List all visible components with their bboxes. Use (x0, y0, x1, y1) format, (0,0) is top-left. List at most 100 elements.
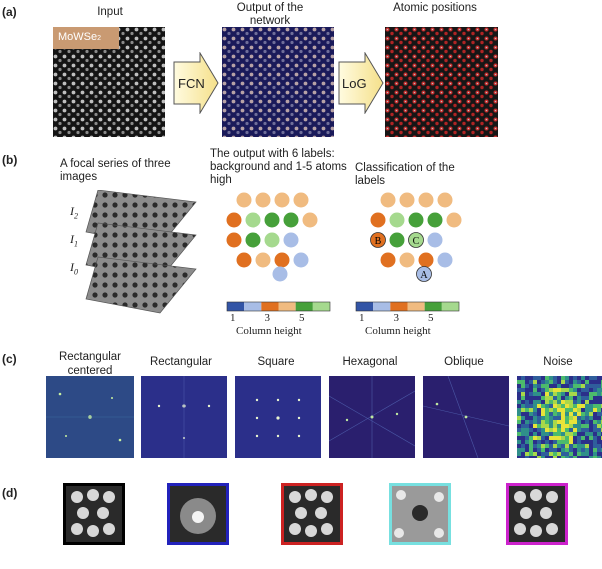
colorbar-output (226, 301, 331, 312)
class-marker-ring (416, 266, 432, 282)
height-dot (245, 212, 261, 228)
stack-layer-0 (85, 256, 197, 314)
height-dot (389, 212, 405, 228)
colorbar-segment (295, 302, 313, 311)
atomic-positions-image (385, 27, 498, 137)
motif-tile-0 (63, 483, 125, 545)
motif-tile-3 (389, 483, 451, 545)
height-dot (274, 252, 290, 268)
colorbar-segment (356, 302, 374, 311)
colorbar-segment (312, 302, 330, 311)
fft-hexagonal (329, 376, 415, 458)
colorbar-segment (373, 302, 391, 311)
height-dot (380, 252, 396, 268)
output-caption: The output with 6 labels: background and… (210, 148, 347, 186)
height-dot (245, 232, 261, 248)
fcn-arrow (173, 52, 219, 114)
height-dot (427, 212, 443, 228)
stack-label-2: I2 (70, 204, 78, 221)
colorbar-segment (227, 302, 245, 311)
height-dot (370, 212, 386, 228)
height-dot (302, 212, 318, 228)
colorbar-segment (424, 302, 442, 311)
height-dot (293, 252, 309, 268)
panel-label-a: (a) (2, 5, 17, 19)
motif-tile-1 (167, 483, 229, 545)
classification-caption: Classification of the labels (355, 162, 455, 187)
height-dot (274, 192, 290, 208)
fft-square (235, 376, 321, 458)
fft-oblique (423, 376, 509, 458)
height-dot (283, 232, 299, 248)
input-image: MoWSe2 (53, 27, 165, 137)
focal-series-caption: A focal series of three images (60, 158, 171, 183)
height-dot (416, 266, 432, 282)
height-dot (293, 192, 309, 208)
lattice-title-4: Oblique (444, 356, 484, 368)
class-marker-ring (370, 232, 386, 248)
panel-label-b: (b) (2, 153, 18, 167)
label-cluster-output (226, 192, 318, 282)
height-dot (437, 192, 453, 208)
network-output-image (222, 27, 334, 137)
stack-label-1: I1 (70, 232, 78, 249)
height-dot (418, 252, 434, 268)
colorbar-segment (390, 302, 408, 311)
positions-title: Atomic positions (393, 2, 477, 14)
output-title: Output of the network (236, 2, 304, 27)
colorbar-label-output: Column height (236, 325, 302, 337)
height-dot (399, 192, 415, 208)
height-dot (236, 192, 252, 208)
motif-tile-2 (281, 483, 343, 545)
height-dot (283, 212, 299, 228)
height-dot (408, 212, 424, 228)
height-dot (380, 192, 396, 208)
height-dot (427, 232, 443, 248)
class-marker-ring (408, 232, 424, 248)
height-dot (418, 192, 434, 208)
height-dot (236, 252, 252, 268)
colorbar-segment (261, 302, 279, 311)
height-dot (255, 252, 271, 268)
input-title: Input (97, 6, 123, 18)
fft-rect (141, 376, 227, 458)
class-marker-label: C (413, 236, 420, 247)
height-dot (272, 266, 288, 282)
lattice-title-5: Noise (543, 356, 573, 368)
log-arrow (338, 52, 384, 114)
colorbar-segment (244, 302, 262, 311)
panel-label-c: (c) (2, 352, 17, 366)
height-dot (446, 212, 462, 228)
height-dot (264, 212, 280, 228)
lattice-title-1: Rectangular (149, 356, 212, 368)
height-dot (399, 252, 415, 268)
height-dot (370, 232, 386, 248)
motif-tile-4 (506, 483, 568, 545)
lattice-title-0: Rectangular centered (58, 351, 121, 377)
class-marker-label: A (420, 270, 428, 281)
colorbar-classified (355, 301, 460, 312)
log-label: LoG (342, 76, 367, 91)
colorbar-segment (441, 302, 459, 311)
lattice-title-2: Square (257, 356, 295, 368)
colorbar-segment (278, 302, 296, 311)
class-marker-label: B (375, 236, 382, 247)
height-dot (408, 232, 424, 248)
fft-noise (517, 376, 602, 458)
colorbar-segment (407, 302, 425, 311)
height-dot (226, 212, 242, 228)
lattice-title-3: Hexagonal (342, 356, 398, 368)
height-dot (437, 252, 453, 268)
fcn-label: FCN (178, 76, 205, 91)
colorbar-label-classified: Column height (365, 325, 431, 337)
height-dot (389, 232, 405, 248)
stack-label-0: I0 (70, 260, 78, 277)
height-dot (255, 192, 271, 208)
label-cluster-classified: B C A (370, 192, 462, 282)
focal-stack (85, 190, 197, 314)
material-badge: MoWSe2 (58, 31, 102, 43)
height-dot (226, 232, 242, 248)
panel-label-d: (d) (2, 486, 18, 500)
